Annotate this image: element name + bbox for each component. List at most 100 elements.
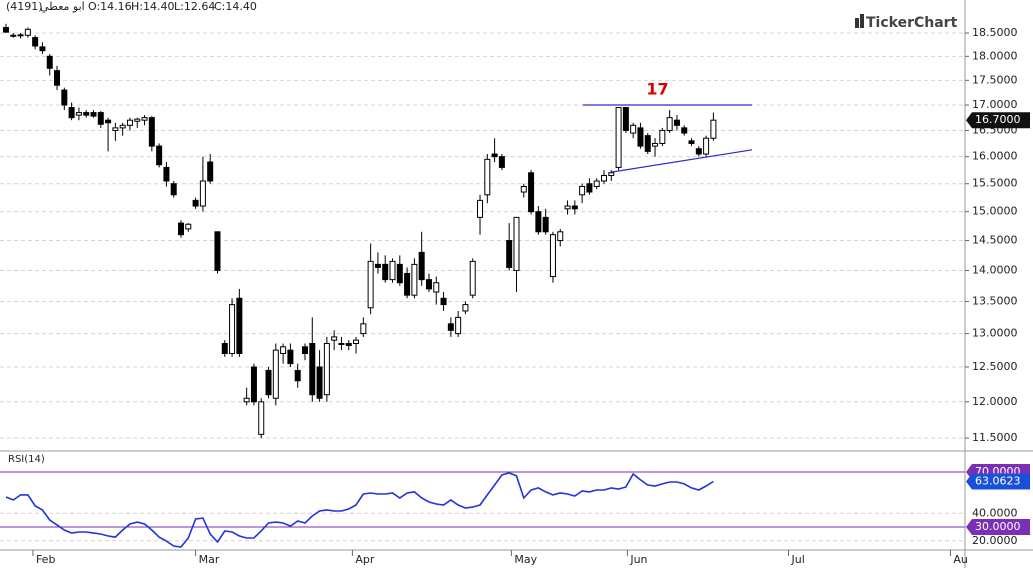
candle-body <box>105 119 112 124</box>
candle-body <box>331 336 338 341</box>
y-tick-label: 12.5000 <box>972 360 1018 373</box>
candle-body <box>323 342 330 396</box>
candle-body <box>229 304 236 354</box>
candle-body <box>615 107 622 168</box>
y-tick-label: 15.5000 <box>972 177 1018 190</box>
candle-body <box>703 137 710 155</box>
candle-body <box>61 89 68 106</box>
candle-body <box>360 323 367 335</box>
candle-body <box>243 397 250 403</box>
candle-body <box>418 251 425 281</box>
candle-body <box>396 263 403 284</box>
candle-body <box>571 205 578 210</box>
candle-body <box>272 349 279 399</box>
y-tick-label: 15.0000 <box>972 205 1018 218</box>
candle-body <box>141 117 148 121</box>
candle-body <box>178 222 185 236</box>
candle-body <box>630 124 637 134</box>
candle-body <box>46 55 53 69</box>
y-tick-label: 18.0000 <box>972 49 1018 62</box>
candle-body <box>666 117 673 131</box>
candle-body <box>652 142 659 147</box>
y-tick-label: 18.5000 <box>972 26 1018 39</box>
candle-body <box>477 199 484 218</box>
candle-body <box>637 127 644 147</box>
candle-body <box>10 34 17 37</box>
brand-logo: TickerChart <box>855 14 958 31</box>
candle-body <box>695 148 702 155</box>
candle-body <box>528 172 535 213</box>
candle-body <box>280 346 287 354</box>
candle-body <box>659 129 666 144</box>
y-tick-label: 17.0000 <box>972 98 1018 111</box>
candle-body <box>250 366 257 403</box>
y-tick-label: 40.0000 <box>972 506 1018 519</box>
candle-body <box>97 112 104 125</box>
trendline <box>610 149 753 173</box>
candle-body <box>2 26 9 33</box>
candle-body <box>236 297 243 354</box>
candle-body <box>601 175 608 182</box>
y-tick-label: 12.0000 <box>972 395 1018 408</box>
x-tick-label: Feb <box>36 553 55 566</box>
candle-body <box>83 112 90 116</box>
candle-body <box>586 183 593 193</box>
candle-body <box>404 273 411 296</box>
y-tick-label: 14.0000 <box>972 263 1018 276</box>
candle-body <box>542 216 549 233</box>
candle-body <box>192 199 199 207</box>
candle-body <box>535 211 542 233</box>
candle-body <box>353 339 360 344</box>
last-value-label-text: 63.0623 <box>975 475 1021 488</box>
candle-body <box>185 223 192 230</box>
candle-body <box>24 28 31 36</box>
candle-body <box>287 349 294 365</box>
panel-title: RSI(14) <box>8 454 45 465</box>
candle-body <box>688 140 695 144</box>
candle-body <box>644 135 651 152</box>
candle-body <box>32 37 39 47</box>
candle-body <box>301 346 308 354</box>
candle-body <box>126 119 133 126</box>
candle-body <box>622 107 629 131</box>
candle-body <box>338 342 345 345</box>
candle-body <box>382 263 389 281</box>
y-tick-label: 16.0000 <box>972 150 1018 163</box>
candle-body <box>579 185 586 196</box>
candle-body <box>374 263 381 268</box>
candle-body <box>608 172 615 177</box>
symbol-code: (4191) <box>6 0 43 13</box>
candle-body <box>440 297 447 306</box>
last-price-label: 16.7000 <box>966 112 1030 129</box>
candle-body <box>520 185 527 193</box>
candle-body <box>367 260 374 309</box>
candle-body <box>433 282 440 293</box>
x-tick-label: Jun <box>629 553 647 566</box>
candle-body <box>112 127 119 131</box>
x-tick-label: Apr <box>355 553 375 566</box>
candle-body <box>411 263 418 296</box>
reference-label: 30.0000 <box>966 519 1030 536</box>
candle-body <box>75 112 82 116</box>
y-tick-label: 13.0000 <box>972 327 1018 340</box>
y-tick-label: 20.0000 <box>972 534 1018 547</box>
candle-body <box>39 46 46 52</box>
candle-body <box>498 156 505 168</box>
candle-body <box>506 240 513 268</box>
x-tick-label: Mar <box>199 553 220 566</box>
ohlc-high: H:14.40 <box>131 0 174 13</box>
candle-body <box>491 153 498 158</box>
y-tick-label: 17.5000 <box>972 73 1018 86</box>
candle-body <box>119 124 126 129</box>
candle-body <box>681 127 688 134</box>
candle-body <box>17 34 24 37</box>
candle-body <box>549 234 556 278</box>
candle-body <box>148 117 155 147</box>
candle-body <box>134 118 141 122</box>
candle-body <box>207 161 214 182</box>
candle-body <box>309 342 316 396</box>
candle-body <box>156 145 163 166</box>
y-tick-label: 13.5000 <box>972 294 1018 307</box>
candle-body <box>199 180 206 207</box>
